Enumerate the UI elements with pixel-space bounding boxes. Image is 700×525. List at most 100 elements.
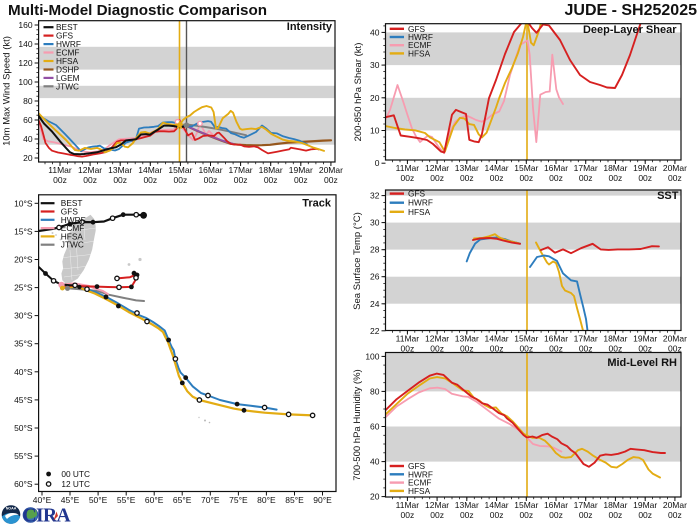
svg-text:GFS: GFS — [408, 461, 426, 471]
svg-text:HWRF: HWRF — [408, 198, 433, 208]
svg-text:15Mar: 15Mar — [514, 500, 538, 510]
svg-text:85°E: 85°E — [285, 495, 304, 505]
svg-text:15Mar: 15Mar — [168, 165, 192, 175]
svg-text:24: 24 — [370, 299, 380, 309]
svg-text:HWRF: HWRF — [56, 39, 81, 49]
svg-text:25°S: 25°S — [14, 283, 33, 293]
svg-text:00z: 00z — [460, 510, 474, 520]
svg-text:BEST: BEST — [61, 198, 83, 208]
svg-text:00z: 00z — [490, 510, 504, 520]
svg-text:60°E: 60°E — [145, 495, 164, 505]
svg-text:10m Max Wind Speed (kt): 10m Max Wind Speed (kt) — [2, 36, 13, 146]
svg-text:40°E: 40°E — [33, 495, 52, 505]
svg-text:HFSA: HFSA — [56, 56, 79, 66]
svg-text:ECMF: ECMF — [61, 223, 85, 233]
svg-text:10°S: 10°S — [14, 198, 33, 208]
svg-text:20Mar: 20Mar — [663, 163, 687, 173]
svg-text:LGEM: LGEM — [56, 73, 80, 83]
svg-text:13Mar: 13Mar — [455, 500, 479, 510]
svg-text:160: 160 — [18, 20, 32, 30]
svg-text:HWRF: HWRF — [408, 32, 433, 42]
svg-text:15Mar: 15Mar — [514, 163, 538, 173]
svg-text:55°S: 55°S — [14, 451, 33, 461]
svg-text:40: 40 — [370, 27, 380, 37]
svg-text:10: 10 — [370, 126, 380, 136]
svg-text:16Mar: 16Mar — [544, 163, 568, 173]
svg-text:80: 80 — [23, 96, 33, 106]
svg-text:00z: 00z — [143, 175, 157, 185]
svg-text:00z: 00z — [519, 510, 533, 520]
svg-text:00z: 00z — [668, 173, 682, 183]
svg-text:17Mar: 17Mar — [574, 334, 598, 344]
svg-text:20°S: 20°S — [14, 255, 33, 265]
svg-text:11Mar: 11Mar — [48, 165, 72, 175]
svg-text:00z: 00z — [234, 175, 248, 185]
svg-text:00z: 00z — [519, 173, 533, 183]
svg-text:45°S: 45°S — [14, 395, 33, 405]
svg-text:13Mar: 13Mar — [108, 165, 132, 175]
svg-text:IRA: IRA — [36, 506, 70, 525]
svg-text:00z: 00z — [264, 175, 278, 185]
svg-text:60: 60 — [370, 422, 380, 432]
svg-text:BEST: BEST — [56, 22, 78, 32]
svg-text:00z: 00z — [549, 173, 563, 183]
svg-text:80°E: 80°E — [257, 495, 276, 505]
svg-text:45°E: 45°E — [61, 495, 80, 505]
svg-text:00z: 00z — [638, 344, 652, 354]
svg-text:00z: 00z — [430, 344, 444, 354]
svg-text:32: 32 — [370, 191, 380, 201]
svg-text:80: 80 — [370, 386, 380, 396]
svg-text:00z: 00z — [324, 175, 338, 185]
svg-text:Deep-Layer Shear: Deep-Layer Shear — [583, 24, 677, 36]
svg-text:13Mar: 13Mar — [455, 163, 479, 173]
svg-text:30: 30 — [370, 60, 380, 70]
svg-text:28: 28 — [370, 245, 380, 255]
svg-text:00z: 00z — [460, 173, 474, 183]
svg-text:HFSA: HFSA — [61, 231, 84, 241]
svg-text:100: 100 — [365, 351, 379, 361]
svg-text:ECMF: ECMF — [408, 40, 432, 50]
svg-text:00z: 00z — [401, 344, 415, 354]
svg-text:00z: 00z — [174, 175, 188, 185]
svg-text:SST: SST — [657, 190, 679, 202]
svg-text:00z: 00z — [549, 344, 563, 354]
svg-text:16Mar: 16Mar — [544, 334, 568, 344]
svg-text:HFSA: HFSA — [408, 48, 431, 58]
svg-text:17Mar: 17Mar — [229, 165, 253, 175]
svg-text:NOAA: NOAA — [6, 507, 17, 511]
svg-text:17Mar: 17Mar — [574, 500, 598, 510]
svg-text:00z: 00z — [490, 173, 504, 183]
svg-text:16Mar: 16Mar — [198, 165, 222, 175]
svg-text:18Mar: 18Mar — [603, 334, 627, 344]
svg-text:12Mar: 12Mar — [78, 165, 102, 175]
svg-text:50°S: 50°S — [14, 423, 33, 433]
svg-text:90°E: 90°E — [313, 495, 332, 505]
svg-text:20: 20 — [23, 153, 33, 163]
svg-text:00z: 00z — [549, 510, 563, 520]
svg-text:15°S: 15°S — [14, 226, 33, 236]
svg-text:00z: 00z — [579, 510, 593, 520]
svg-text:26: 26 — [370, 272, 380, 282]
svg-text:75°E: 75°E — [229, 495, 248, 505]
svg-text:00z: 00z — [609, 173, 623, 183]
svg-text:HFSA: HFSA — [408, 486, 431, 496]
svg-text:60: 60 — [23, 115, 33, 125]
svg-text:18Mar: 18Mar — [259, 165, 283, 175]
svg-text:200-850 hPa Shear (kt): 200-850 hPa Shear (kt) — [353, 43, 364, 142]
svg-text:19Mar: 19Mar — [289, 165, 313, 175]
svg-text:140: 140 — [18, 39, 32, 49]
svg-text:12 UTC: 12 UTC — [61, 479, 90, 489]
svg-text:40: 40 — [370, 457, 380, 467]
svg-text:14Mar: 14Mar — [485, 163, 509, 173]
svg-text:Multi-Model Diagnostic Compari: Multi-Model Diagnostic Comparison — [8, 2, 267, 19]
svg-text:100: 100 — [18, 77, 32, 87]
svg-text:GFS: GFS — [56, 31, 74, 41]
svg-text:00z: 00z — [83, 175, 97, 185]
svg-text:20: 20 — [370, 93, 380, 103]
svg-text:JUDE - SH252025: JUDE - SH252025 — [564, 2, 697, 19]
svg-text:19Mar: 19Mar — [633, 163, 657, 173]
svg-text:Intensity: Intensity — [287, 21, 333, 33]
svg-text:11Mar: 11Mar — [396, 334, 420, 344]
svg-text:14Mar: 14Mar — [485, 500, 509, 510]
svg-text:HFSA: HFSA — [408, 207, 431, 217]
